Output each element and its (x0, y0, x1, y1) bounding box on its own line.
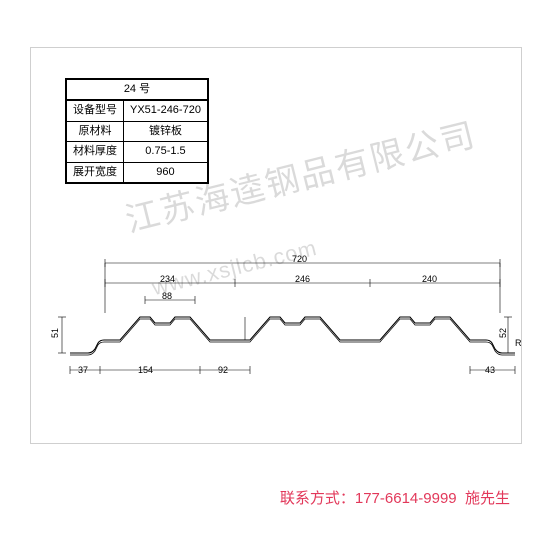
spec-table: 24 号 设备型号YX51-246-720 原材料镀锌板 材料厚度0.75-1.… (65, 78, 209, 184)
profile-drawing (50, 245, 520, 415)
spec-row-label: 展开宽度 (66, 162, 124, 183)
spec-row-value: YX51-246-720 (124, 100, 208, 121)
spec-row-label: 设备型号 (66, 100, 124, 121)
dim-rib: 88 (162, 291, 172, 301)
dim-total: 720 (292, 254, 307, 264)
dim-right: 43 (485, 365, 495, 375)
spec-row-label: 材料厚度 (66, 142, 124, 162)
dim-seg2: 246 (295, 274, 310, 284)
deck-profile-path-inner (70, 319, 515, 355)
dim-h: 51 (50, 328, 60, 338)
contact-phone: 177-6614-9999 (355, 490, 457, 507)
spec-header-no: 24 (124, 83, 136, 95)
dim-seg1: 234 (160, 274, 175, 284)
spec-header: 24 号 (66, 79, 208, 100)
dim-h2: 52 (498, 328, 508, 338)
spec-row-label: 原材料 (66, 121, 124, 141)
spec-row-value: 镀锌板 (124, 121, 208, 141)
contact-name: 施先生 (465, 490, 510, 507)
spec-row-value: 0.75-1.5 (124, 142, 208, 162)
dim-seg3: 240 (422, 274, 437, 284)
dim-left: 37 (78, 365, 88, 375)
contact-label: 联系方式： (280, 490, 355, 507)
spec-row-value: 960 (124, 162, 208, 183)
contact-line: 联系方式：177-6614-9999 施先生 (280, 487, 510, 508)
dim-bot2: 92 (218, 365, 228, 375)
dim-bot1: 154 (138, 365, 153, 375)
spec-header-suffix: 号 (139, 83, 150, 95)
dim-r: R (515, 338, 522, 348)
page-root: 江苏海逵钢品有限公司 www.xsjlcb.com 24 号 设备型号YX51-… (0, 0, 550, 550)
